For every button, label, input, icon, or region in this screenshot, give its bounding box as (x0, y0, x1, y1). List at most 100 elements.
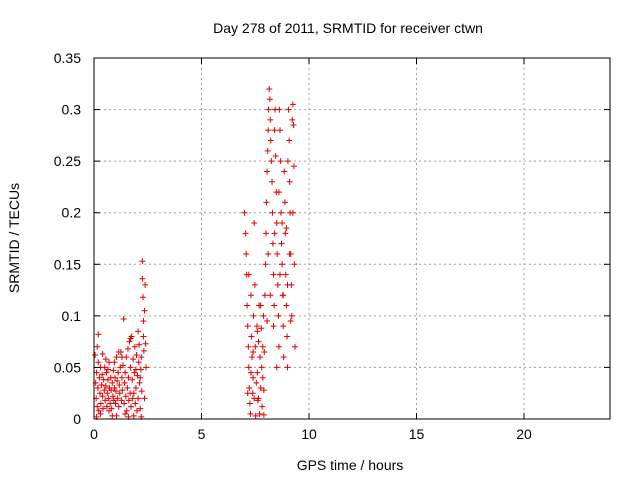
data-point (244, 390, 251, 397)
data-point (247, 369, 254, 376)
data-point (131, 369, 138, 376)
data-point (129, 376, 136, 383)
chart-title: Day 278 of 2011, SRMTID for receiver ctw… (213, 20, 483, 36)
data-point (137, 405, 144, 412)
data-point (94, 385, 101, 392)
y-tick-label: 0.2 (62, 205, 82, 221)
data-point (121, 379, 128, 386)
data-point (123, 407, 130, 414)
data-point (103, 369, 110, 376)
data-point (250, 374, 257, 381)
data-point (253, 323, 260, 330)
data-point (257, 302, 264, 309)
data-point (273, 220, 280, 227)
data-point (286, 250, 293, 257)
data-point (258, 325, 265, 332)
data-point (256, 354, 263, 361)
data-point (275, 343, 282, 350)
x-tick-label: 10 (301, 426, 317, 442)
data-point (115, 348, 122, 355)
data-point (285, 106, 292, 113)
data-point (139, 275, 146, 282)
data-point (250, 348, 257, 355)
data-point (122, 410, 129, 417)
y-tick-label: 0.1 (62, 308, 82, 324)
data-point (93, 369, 100, 376)
data-point (258, 364, 265, 371)
data-point (140, 318, 147, 325)
data-point (265, 127, 272, 134)
data-point (284, 364, 291, 371)
x-tick-label: 15 (409, 426, 425, 442)
data-point (281, 199, 288, 206)
data-point (264, 147, 271, 154)
data-point (100, 405, 107, 412)
data-point (284, 158, 291, 165)
data-point (246, 385, 253, 392)
data-point (95, 331, 102, 338)
data-point (289, 101, 296, 108)
data-point (125, 397, 132, 404)
data-point (276, 271, 283, 278)
data-point (266, 96, 273, 103)
data-point (255, 338, 262, 345)
data-point (132, 366, 139, 373)
data-point (140, 347, 147, 354)
data-point (94, 343, 101, 350)
data-point (136, 341, 143, 348)
data-point (265, 250, 272, 257)
data-point (288, 312, 295, 319)
data-point (127, 364, 134, 371)
data-point (282, 271, 289, 278)
data-point (269, 178, 276, 185)
data-points (92, 85, 299, 420)
data-point (101, 364, 108, 371)
data-point (122, 369, 129, 376)
data-point (113, 354, 120, 361)
data-point (290, 122, 297, 129)
data-point (273, 364, 280, 371)
data-point (95, 359, 102, 366)
tick-labels: 0 5 10 15 20 0 0.05 0.1 0.15 0.2 0.25 0.3 0.35 (54, 50, 532, 442)
data-point (245, 364, 252, 371)
data-point (276, 127, 283, 134)
data-point (130, 412, 137, 419)
data-point (107, 400, 114, 407)
data-point (115, 369, 122, 376)
data-point (116, 390, 123, 397)
data-point (106, 407, 113, 414)
data-point (249, 354, 256, 361)
data-point (247, 410, 254, 417)
data-point (116, 381, 123, 388)
data-point (138, 388, 145, 395)
data-point (134, 407, 140, 414)
data-point (263, 230, 269, 237)
data-point (244, 323, 251, 330)
data-point (106, 359, 113, 366)
data-point (287, 318, 294, 325)
data-point (277, 158, 284, 165)
data-point (121, 400, 128, 407)
data-point (278, 209, 285, 216)
data-point (140, 333, 147, 340)
data-point (112, 400, 119, 407)
data-point (122, 393, 129, 400)
data-point (289, 116, 296, 123)
data-point (118, 354, 125, 361)
data-point (102, 356, 109, 363)
data-point (260, 312, 267, 319)
x-axis-title: GPS time / hours (297, 457, 404, 473)
data-point (115, 403, 122, 410)
data-point (104, 366, 111, 373)
y-tick-label: 0 (73, 411, 81, 427)
data-point (108, 387, 115, 394)
data-point (130, 390, 137, 397)
data-point (284, 333, 291, 340)
data-point (256, 410, 263, 417)
data-point (272, 152, 279, 159)
x-tick-label: 20 (516, 426, 532, 442)
data-point (252, 343, 259, 350)
data-point (130, 356, 137, 363)
data-point (127, 335, 134, 342)
data-point (264, 168, 271, 175)
